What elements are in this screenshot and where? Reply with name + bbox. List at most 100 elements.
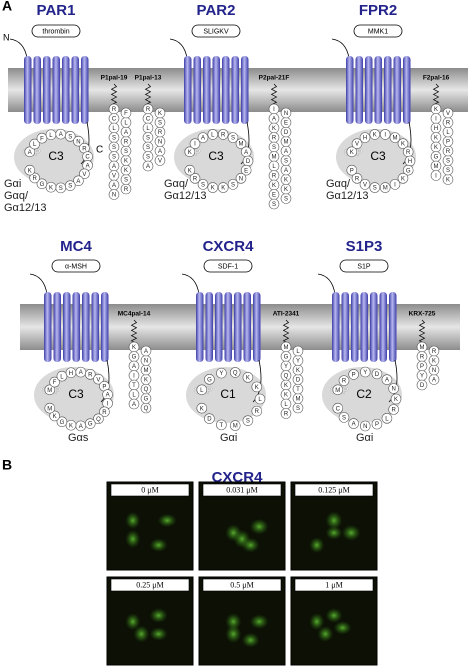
residue: N: [432, 368, 436, 374]
residue: N: [284, 111, 288, 117]
residue: G: [434, 155, 439, 161]
residue: T: [296, 387, 300, 393]
residue: M: [284, 140, 289, 146]
residue-circle: [371, 418, 383, 430]
residue-circle: [49, 376, 60, 388]
residue-circle: [44, 384, 56, 396]
image-label: 1 μM: [325, 580, 342, 589]
residue: Q: [96, 417, 101, 423]
ligand-pill: [191, 24, 241, 38]
panel-label: A: [2, 0, 12, 14]
receptor-name: S1P3: [346, 238, 383, 255]
residue-circle: [369, 129, 381, 140]
residue: K: [188, 150, 192, 156]
cell-signal: [225, 613, 242, 631]
residue-circle: [346, 164, 358, 176]
residue: K: [350, 150, 354, 156]
loop-label: C3: [370, 149, 386, 163]
residue-circle: [359, 420, 371, 432]
residue: P: [420, 364, 424, 370]
residue: L: [60, 374, 64, 380]
g-protein-label: Gαq/: [326, 178, 351, 190]
residue-circle: [338, 412, 350, 423]
cell-signal: [241, 632, 260, 648]
residue: S: [201, 182, 205, 188]
pepducin-name: KRX-725: [409, 311, 436, 318]
residue: T: [220, 423, 224, 429]
residue-circle: [196, 402, 208, 414]
helix: [63, 292, 71, 362]
residue-circle: [29, 138, 40, 150]
residue-circle: [338, 375, 350, 386]
cell-signal: [317, 625, 334, 642]
residue: A: [158, 149, 162, 155]
receptor-name: FPR2: [359, 2, 397, 19]
residue: S: [231, 136, 235, 142]
loop-label: C2: [356, 387, 372, 401]
residue: K: [144, 378, 148, 384]
residue: S: [124, 178, 128, 184]
residue: K: [284, 393, 288, 399]
residue: M: [434, 164, 439, 170]
residue: K: [373, 132, 377, 138]
residue: T: [132, 383, 136, 389]
ligand: α-MSH: [65, 263, 87, 270]
residue: Y: [284, 364, 288, 370]
residue: L: [124, 121, 128, 127]
helix: [62, 56, 70, 124]
helix: [393, 56, 401, 124]
residue: K: [255, 385, 259, 391]
residue-circle: [390, 393, 402, 405]
n-tail: [9, 38, 28, 59]
image-label: 0.125 μM: [318, 485, 349, 494]
cell-signal: [249, 518, 269, 535]
residue: N: [391, 387, 395, 393]
residue: S: [284, 197, 288, 203]
residue: M: [335, 388, 340, 394]
residue: M: [284, 345, 289, 351]
cell-signal: [133, 625, 150, 643]
residue-circle: [204, 413, 215, 424]
residue: R: [88, 372, 93, 378]
residue: K: [434, 136, 438, 142]
residue-circle: [45, 181, 57, 193]
residue: K: [69, 423, 73, 429]
residue-circle: [332, 402, 344, 414]
residue-circle: [227, 132, 239, 143]
image-label-box: [110, 483, 190, 497]
g-protein-label: Gαi: [220, 432, 237, 444]
helix: [360, 292, 368, 362]
residue: A: [79, 424, 83, 430]
receptor-name: MC4: [60, 238, 92, 255]
residue: A: [59, 132, 63, 138]
residue-circle: [251, 405, 263, 417]
residue-circle: [379, 182, 391, 193]
residue: V: [355, 142, 359, 148]
residue: I: [194, 142, 196, 148]
residue-circle: [397, 138, 409, 149]
residue: K: [446, 178, 450, 184]
cell-signal: [325, 526, 343, 540]
residue: F: [124, 111, 128, 117]
residue-circle: [49, 410, 60, 422]
helix: [81, 56, 89, 124]
residue-circle: [280, 107, 292, 119]
helix: [196, 292, 204, 362]
helix: [234, 292, 242, 362]
ligand: S1P: [357, 263, 371, 270]
helix: [33, 56, 41, 124]
residue: S: [112, 136, 116, 142]
residue: L: [49, 133, 53, 139]
residue: Y: [296, 359, 300, 365]
g-protein-label: Gαi: [356, 432, 373, 444]
residue-circle: [381, 374, 393, 385]
residue: Y: [219, 371, 223, 377]
helix: [374, 56, 382, 124]
residue-circle: [207, 129, 219, 140]
residue-circle: [65, 419, 77, 431]
helix: [53, 292, 61, 362]
residue: K: [53, 414, 57, 420]
residue: Q: [233, 370, 238, 376]
residue: I: [273, 107, 275, 113]
